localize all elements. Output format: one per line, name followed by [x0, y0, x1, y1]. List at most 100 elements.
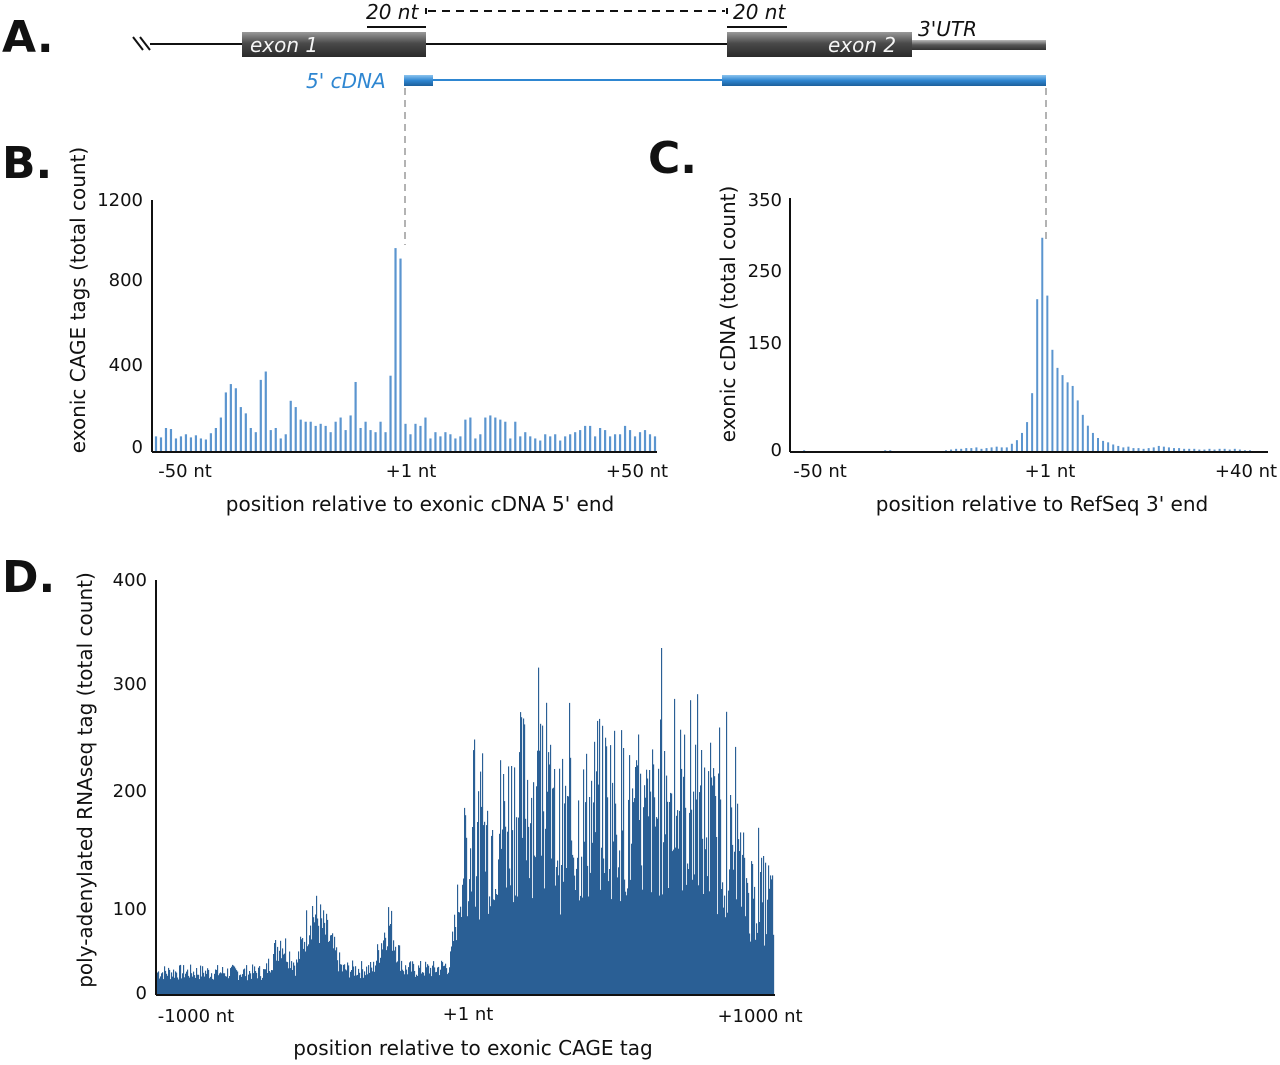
bar-d — [544, 888, 546, 994]
exon1-box — [242, 32, 426, 57]
bar-c — [1233, 448, 1236, 451]
bar-b — [299, 419, 302, 452]
bar-d — [655, 826, 657, 994]
bar-b — [574, 432, 577, 451]
bar-d — [413, 963, 415, 994]
bar-d — [172, 976, 174, 994]
bar-d — [271, 970, 273, 994]
bar-d — [587, 865, 589, 994]
bar-d — [737, 803, 739, 994]
bar-b — [189, 437, 193, 451]
bar-b — [534, 438, 537, 451]
bar-d — [248, 974, 250, 994]
bar-c — [1086, 425, 1089, 451]
bar-d — [312, 906, 314, 994]
bar-d — [421, 973, 423, 994]
nt-label-left: 20 nt — [366, 0, 419, 24]
bar-b — [384, 432, 387, 451]
bar-d — [399, 945, 401, 994]
bar-d — [572, 854, 574, 994]
bar-d — [405, 965, 407, 994]
bar-d — [321, 918, 323, 994]
bar-d — [427, 964, 429, 994]
bar-d — [190, 964, 192, 994]
bar-d — [400, 970, 402, 994]
bar-d — [538, 667, 540, 994]
bar-d — [273, 954, 275, 994]
bar-d — [720, 799, 722, 994]
bar-d — [667, 801, 669, 994]
bar-d — [660, 719, 662, 994]
bar-d — [161, 973, 163, 994]
bar-d — [406, 969, 408, 994]
bar-d — [257, 978, 259, 994]
bar-b — [628, 430, 632, 451]
bar-d — [725, 917, 727, 994]
bar-d — [205, 970, 207, 994]
bar-d — [695, 744, 697, 994]
bar-b — [229, 384, 232, 451]
bar-d — [327, 919, 329, 994]
bar-b — [653, 436, 657, 451]
bar-d — [379, 962, 381, 994]
bar-d — [664, 751, 666, 994]
bar-d — [303, 948, 305, 994]
bar-d — [539, 750, 541, 994]
bar-d — [469, 879, 471, 994]
bar-d — [567, 796, 569, 994]
bar-d — [228, 978, 230, 994]
bar-d — [425, 961, 427, 994]
bar-d — [496, 894, 498, 994]
bar-d — [616, 834, 618, 994]
bar-d — [343, 964, 345, 994]
bar-b — [564, 436, 567, 451]
bar-d — [622, 830, 624, 994]
bar-d — [204, 976, 206, 994]
x-tick-d-right: +1000 nt — [717, 1006, 802, 1027]
bar-d — [552, 788, 554, 994]
bar-d — [609, 869, 611, 994]
bar-d — [516, 817, 518, 994]
bar-d — [439, 975, 441, 994]
bar-d — [649, 770, 651, 994]
bar-c — [1152, 447, 1155, 451]
bar-d — [217, 965, 219, 994]
bar-d — [354, 975, 356, 994]
bar-d — [325, 934, 327, 994]
bar-d — [631, 843, 633, 994]
bar-d — [371, 967, 373, 994]
bar-b — [239, 407, 242, 451]
bar-d — [368, 965, 370, 994]
bar-d — [605, 737, 607, 994]
y-tick-d-200: 200 — [113, 781, 147, 802]
bar-d — [595, 832, 597, 994]
bar-d — [185, 973, 187, 994]
bar-d — [272, 970, 274, 994]
bar-d — [262, 977, 264, 994]
bar-d — [597, 720, 599, 994]
bar-b — [339, 417, 342, 451]
bar-d — [286, 961, 288, 994]
bar-b — [638, 432, 642, 451]
bar-d — [415, 976, 417, 994]
bar-d — [403, 971, 405, 994]
bar-d — [168, 967, 170, 994]
bar-d — [543, 811, 545, 994]
bar-d — [334, 936, 336, 994]
bar-d — [211, 973, 213, 994]
bar-d — [633, 802, 635, 994]
bar-d — [181, 978, 183, 994]
bar-d — [234, 966, 236, 994]
bar-d — [476, 876, 478, 994]
bar-d — [460, 906, 462, 994]
bar-d — [160, 976, 162, 994]
bar-d — [218, 975, 220, 994]
bar-d — [326, 913, 328, 994]
bar-d — [750, 941, 752, 994]
x-tick-b-mid: +1 nt — [386, 461, 437, 482]
bar-b — [199, 438, 203, 451]
bar-d — [388, 907, 390, 994]
bar-d — [372, 971, 374, 994]
bar-d — [746, 878, 748, 994]
bar-d — [701, 750, 703, 994]
